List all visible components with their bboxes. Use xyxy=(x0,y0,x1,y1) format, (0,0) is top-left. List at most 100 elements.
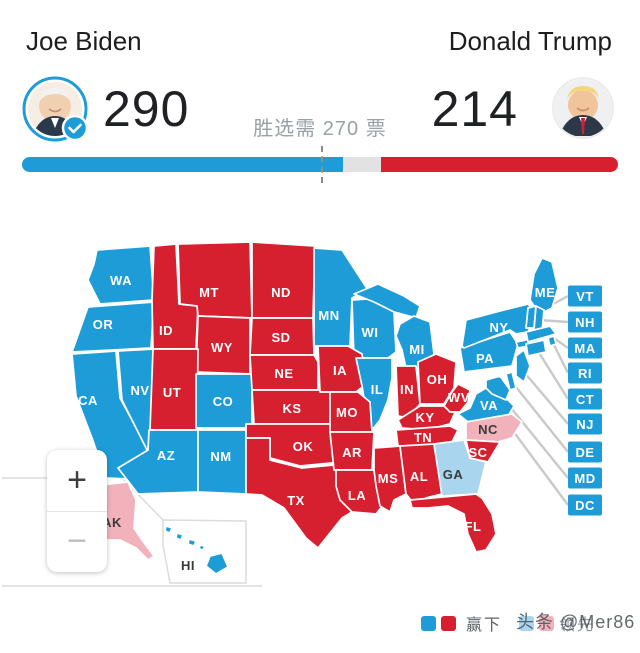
svg-text:CO: CO xyxy=(213,394,234,409)
callout-boxes: VT NH MA RI CT NJ DE MD xyxy=(568,285,602,516)
svg-text:PA: PA xyxy=(476,351,494,366)
svg-text:VA: VA xyxy=(480,398,498,413)
legend-win-label: 赢下 xyxy=(466,617,503,634)
svg-text:NM: NM xyxy=(210,449,231,464)
svg-text:IA: IA xyxy=(333,363,347,378)
state-mn[interactable] xyxy=(313,247,369,347)
state-nj[interactable] xyxy=(515,349,531,383)
svg-text:ME: ME xyxy=(535,285,556,300)
svg-text:NC: NC xyxy=(478,422,498,437)
svg-text:IN: IN xyxy=(400,382,414,397)
check-icon xyxy=(68,123,82,134)
bar-270-marker xyxy=(321,146,324,183)
callout-ri[interactable]: RI xyxy=(568,362,602,384)
svg-text:NV: NV xyxy=(130,383,149,398)
state-il[interactable] xyxy=(355,357,393,431)
svg-text:MI: MI xyxy=(409,342,424,357)
bar-dem xyxy=(22,157,344,172)
state-ne[interactable] xyxy=(249,354,319,391)
state-or[interactable] xyxy=(71,301,155,353)
svg-text:RI: RI xyxy=(578,366,592,381)
svg-text:WI: WI xyxy=(362,325,379,340)
svg-text:TN: TN xyxy=(414,430,432,445)
legend-dem-win-swatch xyxy=(421,615,436,631)
state-sc[interactable] xyxy=(465,439,501,463)
legend-dem-lead-swatch xyxy=(519,615,535,631)
us-electoral-map[interactable]: WA OR CA NV ID MT WY UT CO AZ NM ND SD N… xyxy=(0,223,640,653)
map-legend: 赢下 领先 xyxy=(421,611,595,635)
svg-text:WV: WV xyxy=(448,390,470,405)
svg-text:VT: VT xyxy=(576,289,594,304)
svg-text:CA: CA xyxy=(78,393,98,408)
state-ma[interactable] xyxy=(525,325,557,343)
watermark: 头条 @Mer86 xyxy=(516,612,636,632)
trump-vote-count: 214 xyxy=(431,81,518,137)
svg-text:NE: NE xyxy=(274,366,293,381)
legend-rep-lead-swatch xyxy=(539,615,555,631)
svg-text:ND: ND xyxy=(271,285,291,300)
svg-text:NY: NY xyxy=(489,320,508,335)
svg-text:OR: OR xyxy=(93,317,114,332)
state-tn[interactable] xyxy=(395,425,459,447)
legend-rep-win-swatch xyxy=(441,615,456,631)
callout-dc[interactable]: DC xyxy=(568,494,602,516)
svg-text:MS: MS xyxy=(378,471,399,486)
svg-text:KY: KY xyxy=(415,410,434,425)
state-ri[interactable] xyxy=(547,335,557,347)
callout-nj[interactable]: NJ xyxy=(568,413,602,435)
state-mi-upper[interactable] xyxy=(353,283,421,319)
svg-text:NJ: NJ xyxy=(576,417,594,432)
state-nd[interactable] xyxy=(251,241,316,319)
svg-text:MN: MN xyxy=(318,308,339,323)
state-ct[interactable] xyxy=(525,339,547,357)
state-ky[interactable] xyxy=(397,405,457,431)
state-hi[interactable] xyxy=(164,525,229,575)
svg-text:WY: WY xyxy=(211,340,233,355)
svg-text:LA: LA xyxy=(348,488,366,503)
svg-text:TX: TX xyxy=(287,493,305,508)
state-md[interactable] xyxy=(485,375,511,401)
svg-text:SD: SD xyxy=(271,330,290,345)
trump-avatar xyxy=(551,76,615,145)
svg-text:IL: IL xyxy=(371,382,384,397)
callout-nh[interactable]: NH xyxy=(568,311,602,333)
candidate-name-trump: Donald Trump xyxy=(448,26,612,56)
callout-ma[interactable]: MA xyxy=(568,337,602,359)
callout-de[interactable]: DE xyxy=(568,441,602,463)
svg-text:WA: WA xyxy=(110,273,132,288)
zoom-out-button[interactable]: − xyxy=(67,522,87,561)
zoom-in-button[interactable]: + xyxy=(47,450,107,512)
electoral-progress-bar xyxy=(22,146,618,183)
svg-text:MA: MA xyxy=(574,341,595,356)
svg-text:AR: AR xyxy=(342,445,362,460)
callout-vt[interactable]: VT xyxy=(568,285,602,307)
state-fl[interactable] xyxy=(409,493,497,553)
svg-text:UT: UT xyxy=(163,385,181,400)
biden-vote-count: 290 xyxy=(103,81,190,137)
svg-text:MD: MD xyxy=(574,471,595,486)
svg-text:FL: FL xyxy=(465,519,482,534)
svg-text:KS: KS xyxy=(282,401,301,416)
callout-ct[interactable]: CT xyxy=(568,388,602,410)
svg-text:OH: OH xyxy=(427,372,448,387)
svg-text:SC: SC xyxy=(468,445,487,460)
svg-text:OK: OK xyxy=(293,439,314,454)
svg-text:MO: MO xyxy=(336,405,358,420)
svg-text:DC: DC xyxy=(575,498,595,513)
svg-text:AZ: AZ xyxy=(157,448,175,463)
callout-md[interactable]: MD xyxy=(568,467,602,489)
svg-text:GA: GA xyxy=(443,467,464,482)
svg-text:CT: CT xyxy=(576,392,594,407)
check-badge xyxy=(61,114,89,142)
state-de[interactable] xyxy=(505,371,517,391)
svg-text:DE: DE xyxy=(575,445,594,460)
svg-text:MT: MT xyxy=(199,285,219,300)
state-wv[interactable] xyxy=(443,383,471,413)
svg-text:ID: ID xyxy=(159,323,173,338)
candidate-name-biden: Joe Biden xyxy=(26,26,142,56)
bar-rep xyxy=(380,157,618,172)
state-pa[interactable] xyxy=(459,331,519,373)
biden-avatar xyxy=(22,76,92,151)
state-wa[interactable] xyxy=(87,245,155,305)
map-zoom-control: + − xyxy=(47,450,107,572)
